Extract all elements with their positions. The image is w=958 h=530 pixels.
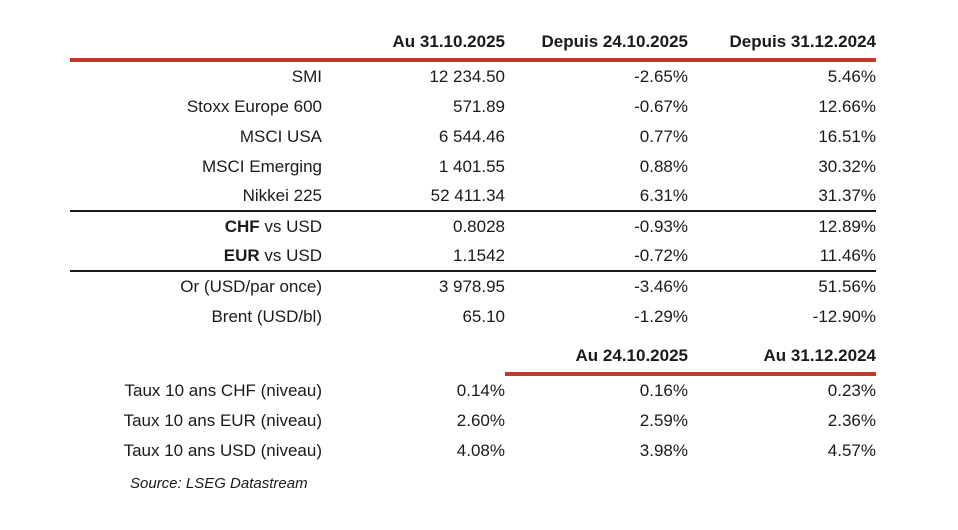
- row-value-level: 571.89: [453, 97, 505, 116]
- row-value-ytd-change: 5.46%: [827, 67, 876, 86]
- row-value-week-change: -2.65%: [634, 67, 688, 86]
- table1-header-au-31-10-2025: Au 31.10.2025: [392, 32, 505, 51]
- row-value-current: 0.14%: [456, 381, 505, 400]
- currency-label-rest: vs USD: [259, 217, 322, 236]
- table-row-taux-10-ans-eur: Taux 10 ans EUR (niveau) 2.60% 2.59% 2.3…: [70, 406, 876, 436]
- row-label: Taux 10 ans CHF (niveau): [124, 381, 322, 400]
- row-value-week-change: 6.31%: [639, 186, 688, 205]
- table-row-or-usd-par-once: Or (USD/par once) 3 978.95 -3.46% 51.56%: [70, 272, 876, 302]
- table1-header-row: Au 31.10.2025 Depuis 24.10.2025 Depuis 3…: [70, 30, 876, 62]
- row-value-ytd-change: 11.46%: [819, 246, 876, 265]
- row-value-week-change: -0.72%: [634, 246, 688, 265]
- row-label: Taux 10 ans EUR (niveau): [123, 411, 322, 430]
- row-value-year-end: 0.23%: [827, 381, 876, 400]
- table2-header-row: Au 24.10.2025 Au 31.12.2024: [70, 344, 876, 376]
- market-summary-table: Au 31.10.2025 Depuis 24.10.2025 Depuis 3…: [70, 30, 876, 492]
- table-row-smi: SMI 12 234.50 -2.65% 5.46%: [70, 62, 876, 92]
- row-value-ytd-change: -12.90%: [812, 307, 876, 326]
- row-value-level: 3 978.95: [438, 277, 505, 296]
- row-label: Brent (USD/bl): [211, 307, 322, 326]
- row-value-year-end: 2.36%: [827, 411, 876, 430]
- currency-code-bold: CHF: [224, 217, 260, 236]
- table1-header-depuis-24-10-2025: Depuis 24.10.2025: [541, 32, 688, 51]
- table-row-stoxx-europe-600: Stoxx Europe 600 571.89 -0.67% 12.66%: [70, 92, 876, 122]
- row-label: EUR vs USD: [70, 246, 322, 266]
- table-row-taux-10-ans-chf: Taux 10 ans CHF (niveau) 0.14% 0.16% 0.2…: [70, 376, 876, 406]
- source-note: Source: LSEG Datastream: [130, 475, 308, 492]
- row-value-level: 1 401.55: [438, 157, 505, 176]
- row-value-prev-week: 0.16%: [639, 381, 688, 400]
- table-row-eur-vs-usd: EUR vs USD 1.1542 -0.72% 11.46%: [70, 242, 876, 272]
- row-value-prev-week: 3.98%: [639, 441, 688, 460]
- table2-header-spacer: [322, 370, 505, 376]
- row-value-level: 6 544.46: [438, 127, 505, 146]
- table2-header-spacer: [70, 370, 322, 376]
- row-label: MSCI USA: [239, 127, 322, 146]
- row-label: Nikkei 225: [242, 186, 322, 205]
- row-value-week-change: 0.88%: [639, 157, 688, 176]
- row-value-week-change: -3.46%: [634, 277, 688, 296]
- row-value-current: 4.08%: [456, 441, 505, 460]
- row-value-year-end: 4.57%: [827, 441, 876, 460]
- table2-header-au-31-12-2024: Au 31.12.2024: [688, 346, 876, 376]
- table-row-taux-10-ans-usd: Taux 10 ans USD (niveau) 4.08% 3.98% 4.5…: [70, 436, 876, 466]
- row-value-level: 1.1542: [453, 246, 505, 265]
- table-row-msci-usa: MSCI USA 6 544.46 0.77% 16.51%: [70, 122, 876, 152]
- table1-header-depuis-31-12-2024: Depuis 31.12.2024: [729, 32, 876, 51]
- row-label: Or (USD/par once): [180, 277, 322, 296]
- table-row-brent-usd-bl: Brent (USD/bl) 65.10 -1.29% -12.90%: [70, 302, 876, 332]
- table-row-msci-emerging: MSCI Emerging 1 401.55 0.88% 30.32%: [70, 152, 876, 182]
- table-row-nikkei-225: Nikkei 225 52 411.34 6.31% 31.37%: [70, 182, 876, 212]
- row-value-ytd-change: 12.66%: [818, 97, 876, 116]
- row-label: SMI: [291, 67, 322, 86]
- row-value-ytd-change: 51.56%: [818, 277, 876, 296]
- row-label: Taux 10 ans USD (niveau): [123, 441, 322, 460]
- row-value-prev-week: 2.59%: [639, 411, 688, 430]
- row-value-week-change: 0.77%: [639, 127, 688, 146]
- row-value-ytd-change: 16.51%: [818, 127, 876, 146]
- row-value-week-change: -1.29%: [634, 307, 688, 326]
- row-value-level: 65.10: [462, 307, 505, 326]
- row-value-week-change: -0.93%: [634, 217, 688, 236]
- table2-header-au-24-10-2025: Au 24.10.2025: [505, 346, 688, 376]
- row-value-current: 2.60%: [456, 411, 505, 430]
- table-row-chf-vs-usd: CHF vs USD 0.8028 -0.93% 12.89%: [70, 212, 876, 242]
- row-value-level: 0.8028: [453, 217, 505, 236]
- row-value-level: 52 411.34: [430, 186, 505, 205]
- row-value-ytd-change: 12.89%: [818, 217, 876, 236]
- row-value-ytd-change: 31.37%: [818, 186, 876, 205]
- row-label: MSCI Emerging: [202, 157, 322, 176]
- row-label: Stoxx Europe 600: [186, 97, 322, 116]
- currency-label-rest: vs USD: [259, 246, 322, 265]
- row-value-level: 12 234.50: [429, 67, 505, 86]
- row-label: CHF vs USD: [70, 217, 322, 237]
- row-value-ytd-change: 30.32%: [818, 157, 876, 176]
- currency-code-bold: EUR: [223, 246, 260, 265]
- row-value-week-change: -0.67%: [634, 97, 688, 116]
